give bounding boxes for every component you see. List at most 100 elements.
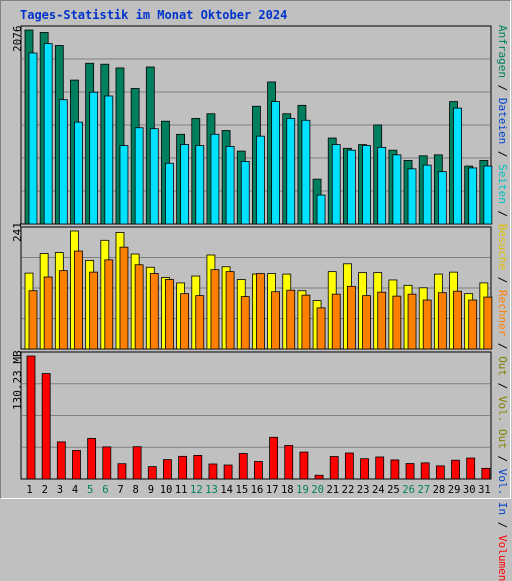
day-label-31: 31 [478,484,491,496]
bar-rechner-day-27 [422,299,432,350]
bar-rechner-day-25 [392,295,402,350]
day-label-5: 5 [87,484,94,496]
right-legend: Anfragen / Dateien / Seiten / Besuche / … [496,25,509,581]
day-label-15: 15 [235,484,249,496]
day-label-3: 3 [56,484,64,496]
legend-segment: / [496,376,509,396]
bar-rechner-day-12 [195,295,205,350]
chart-canvas [20,25,493,480]
day-label-12: 12 [190,484,203,496]
bar-dateien-day-26 [407,168,417,225]
bar-volumen-day-13 [208,463,218,480]
bar-volumen-day-25 [390,459,400,480]
legend-segment: / [496,336,509,357]
legend-segment: / [496,144,509,165]
bar-volumen-day-19 [299,451,309,480]
bar-rechner-day-20 [316,307,326,350]
bar-dateien-day-20 [316,194,326,225]
chart-title: Tages-Statistik im Monat Oktober 2024 [20,8,288,22]
bar-dateien-day-16 [256,135,265,225]
day-label-16: 16 [250,484,264,496]
bar-rechner-day-18 [286,289,296,350]
bar-dateien-day-27 [422,164,432,225]
bar-volumen-day-5 [87,437,97,480]
bar-rechner-day-19 [301,294,311,350]
day-label-30: 30 [462,484,476,496]
bar-dateien-day-21 [331,144,341,225]
day-label-4: 4 [71,484,79,496]
bar-volumen-day-3 [56,441,66,480]
chart-frame [0,0,511,499]
bar-rechner-day-3 [58,270,68,350]
bar-volumen-day-8 [132,446,142,480]
legend-segment: Vol. Out [496,395,509,449]
bar-rechner-day-13 [210,269,220,350]
day-label-28: 28 [432,484,446,496]
bar-dateien-day-3 [58,99,68,225]
day-label-18: 18 [280,484,294,496]
bar-dateien-day-4 [74,121,83,225]
bar-rechner-day-28 [437,292,447,350]
bar-rechner-day-22 [346,285,356,350]
day-label-23: 23 [356,484,370,496]
legend-segment: / [496,448,509,469]
legend-segment: Dateien [496,97,509,145]
bar-rechner-day-7 [119,246,129,350]
legend-segment: Out [496,356,509,377]
bar-dateien-day-30 [468,167,478,225]
legend-segment: Besuche [496,223,509,271]
bar-volumen-day-6 [102,446,112,480]
bar-rechner-day-11 [180,293,190,350]
bar-volumen-day-28 [435,465,445,480]
bar-volumen-day-23 [360,458,369,480]
bar-rechner-day-1 [28,290,38,350]
bar-dateien-day-23 [362,145,371,225]
day-label-22: 22 [341,484,355,496]
bar-rechner-day-23 [362,295,371,350]
bar-dateien-day-8 [134,127,144,225]
bar-volumen-day-1 [26,355,36,480]
bar-rechner-day-29 [453,290,462,350]
bar-rechner-day-30 [468,299,478,350]
legend-segment: / [496,77,509,98]
bar-rechner-day-4 [74,250,83,350]
legend-segment: / [496,203,509,224]
bar-dateien-day-6 [104,95,114,225]
bar-rechner-day-17 [271,291,280,350]
day-label-1: 1 [26,484,33,496]
day-label-8: 8 [132,484,139,496]
day-label-2: 2 [41,484,48,496]
legend-segment: / [496,270,509,290]
bar-volumen-day-12 [193,454,203,480]
bar-dateien-day-7 [119,145,129,225]
bar-dateien-day-1 [28,52,38,225]
bar-rechner-day-14 [225,271,235,350]
day-label-10: 10 [159,484,173,496]
day-label-20: 20 [311,484,324,496]
day-label-13: 13 [205,484,218,496]
day-label-19: 19 [296,484,309,496]
panel2-ymax-label: 241 [11,222,24,242]
bar-volumen-day-17 [269,436,278,480]
day-label-21: 21 [326,484,340,496]
bar-volumen-day-26 [405,463,415,480]
bar-dateien-day-24 [377,146,387,225]
bar-volumen-day-7 [117,463,127,480]
bar-volumen-day-16 [254,461,263,480]
bar-rechner-day-5 [89,271,99,350]
day-label-24: 24 [371,484,385,496]
bar-dateien-day-9 [149,128,159,225]
bar-dateien-day-10 [165,162,174,225]
bar-rechner-day-24 [377,291,387,350]
bar-rechner-day-9 [149,273,159,350]
legend-segment: Rechner [496,289,509,337]
day-label-27: 27 [417,484,431,496]
bar-volumen-day-2 [41,373,51,480]
bar-dateien-day-14 [225,146,235,225]
bar-dateien-day-18 [286,118,296,225]
bar-volumen-day-21 [329,456,339,480]
bar-volumen-day-15 [238,453,248,480]
day-label-26: 26 [402,484,415,496]
bar-dateien-day-28 [437,171,447,225]
bar-dateien-day-17 [271,101,280,225]
